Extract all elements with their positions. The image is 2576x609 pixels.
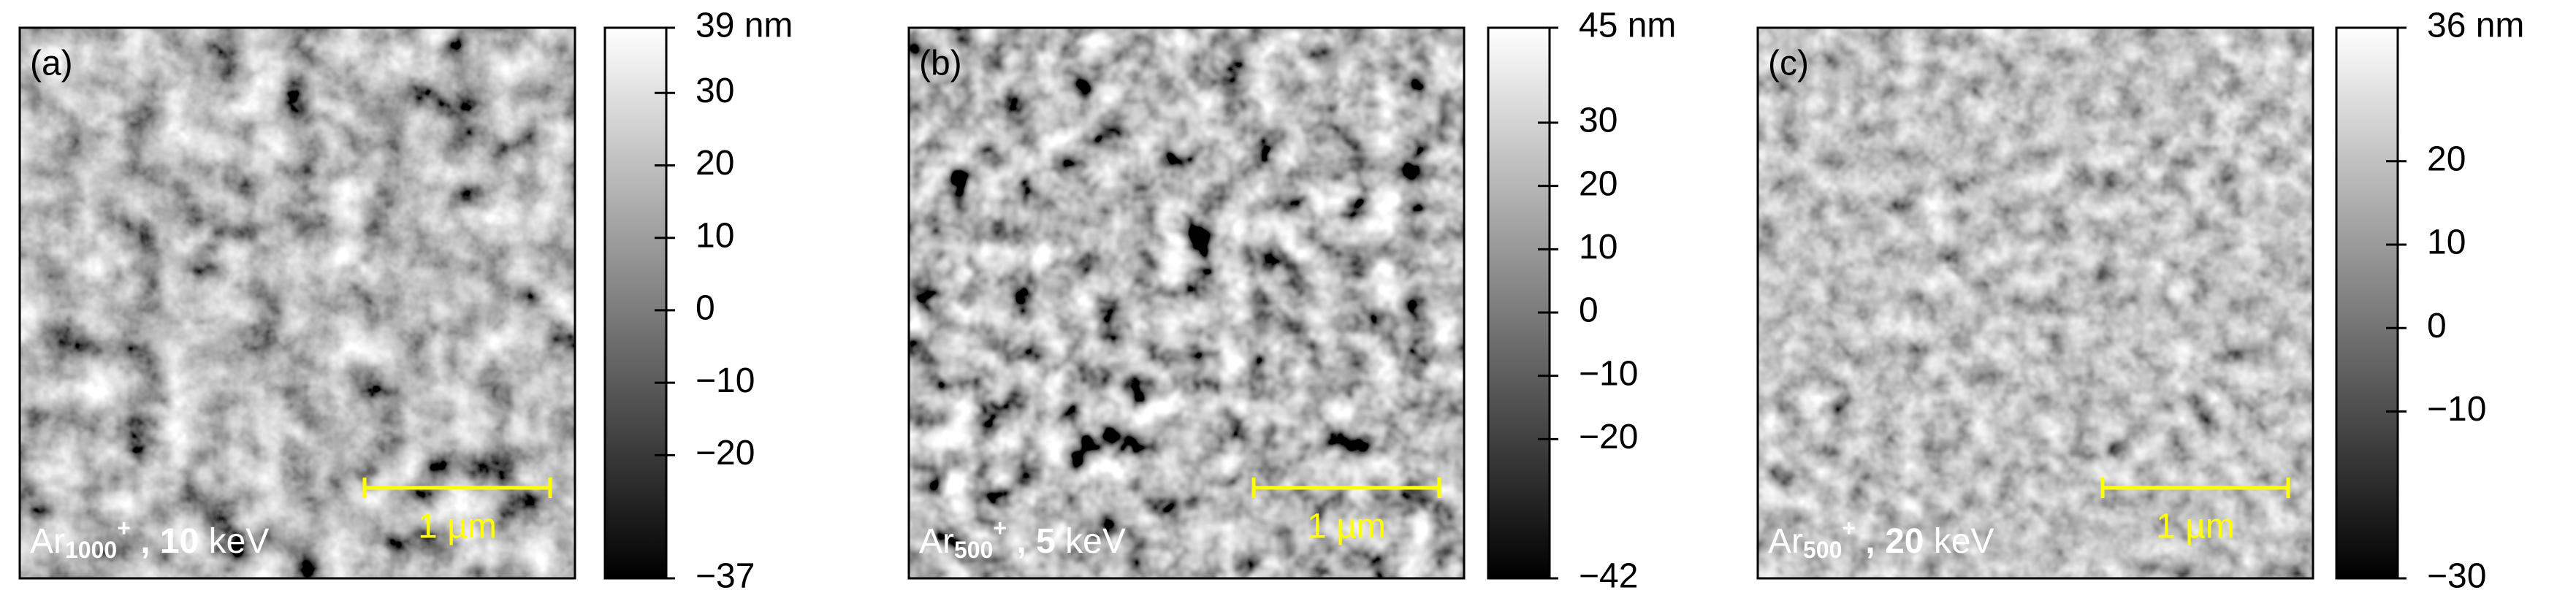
colorbar-tick-label: 36 nm: [2427, 7, 2524, 45]
caption-ion: Ar: [1768, 522, 1803, 561]
panel: (a) 1 µm Ar1000+ , 10 keV 39 nm 30 20 10 0 −10 −2…: [18, 7, 793, 596]
colorbar-tick-label: 45 nm: [1579, 7, 1676, 45]
afm-image: [909, 28, 1464, 578]
caption: Ar1000+ , 10 keV: [30, 515, 269, 563]
scale-bar-label: 1 µm: [418, 508, 497, 546]
caption-charge: +: [993, 515, 1007, 541]
colorbar-tick-label: −10: [1579, 354, 1638, 393]
colorbar-tick-label: 10: [1579, 228, 1617, 267]
colorbar: [603, 26, 668, 580]
panel-label: (c): [1768, 45, 1809, 83]
caption: Ar500+ , 5 keV: [919, 515, 1126, 563]
image-frame: [907, 26, 1466, 580]
panel-label: (a): [30, 45, 73, 83]
colorbar-tick-label: −20: [1579, 418, 1638, 456]
caption-size: 500: [1803, 537, 1842, 563]
image-frame: [1756, 26, 2314, 580]
afm-image: [20, 28, 575, 578]
colorbar-tick-label: 0: [1579, 291, 1598, 330]
caption-sep: ,: [131, 522, 160, 561]
colorbar-tick-label: −20: [696, 434, 755, 472]
panel: (b) 1 µm Ar500+ , 5 keV 45 nm 30 20 10 0 −10 −20 −…: [907, 7, 1676, 596]
caption-ion: Ar: [30, 522, 65, 561]
scale-bar-label: 1 µm: [1307, 508, 1386, 546]
caption-charge: +: [117, 515, 131, 541]
caption-size: 1000: [65, 537, 117, 563]
colorbar-tick-label: 30: [1579, 102, 1617, 140]
scale-bar-label: 1 µm: [2156, 508, 2235, 546]
caption-unit: keV: [199, 522, 269, 561]
colorbar: [1487, 26, 1551, 580]
caption-energy: 5: [1036, 522, 1056, 561]
caption-energy: 10: [160, 522, 199, 561]
caption-ion: Ar: [919, 522, 954, 561]
caption-energy: 20: [1885, 522, 1924, 561]
colorbar-tick-label: 39 nm: [696, 7, 793, 45]
caption-sep: ,: [1007, 522, 1036, 561]
panel-label: (b): [919, 45, 962, 83]
caption-unit: keV: [1056, 522, 1126, 561]
colorbar-tick-label: 30: [696, 72, 734, 110]
colorbar-tick-label: −30: [2427, 557, 2486, 596]
colorbar-tick-label: 20: [2427, 139, 2466, 178]
caption-sep: ,: [1856, 522, 1885, 561]
colorbar-tick-label: 0: [2427, 307, 2447, 345]
panel: (c) 1 µm Ar500+ , 20 keV 36 nm 20 10 0 −10 −30: [1756, 7, 2524, 596]
colorbar-tick-label: 20: [696, 144, 734, 183]
colorbar: [2335, 26, 2399, 580]
image-frame: [18, 26, 576, 580]
caption: Ar500+ , 20 keV: [1768, 515, 1994, 563]
colorbar-tick-label: −42: [1579, 557, 1638, 596]
colorbar-tick-label: −10: [696, 361, 755, 400]
colorbar-tick-label: −10: [2427, 390, 2486, 429]
afm-image: [1758, 28, 2313, 578]
caption-size: 500: [954, 537, 993, 563]
colorbar-tick-label: 0: [696, 289, 715, 328]
colorbar-tick-label: 20: [1579, 164, 1617, 203]
colorbar-tick-label: 10: [696, 216, 734, 255]
colorbar-tick-label: −37: [696, 557, 755, 596]
caption-unit: keV: [1924, 522, 1994, 561]
caption-charge: +: [1842, 515, 1856, 541]
colorbar-tick-label: 10: [2427, 223, 2466, 262]
